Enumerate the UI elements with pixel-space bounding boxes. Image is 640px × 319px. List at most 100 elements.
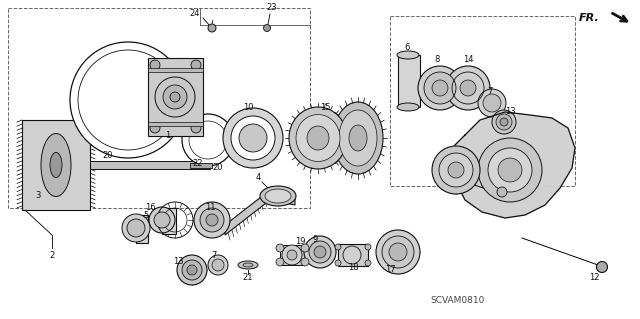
Text: 9: 9 bbox=[312, 235, 317, 244]
Circle shape bbox=[365, 244, 371, 250]
Circle shape bbox=[382, 236, 414, 268]
Text: 14: 14 bbox=[463, 56, 473, 64]
Text: 13: 13 bbox=[173, 256, 183, 265]
Ellipse shape bbox=[243, 263, 253, 267]
Text: 4: 4 bbox=[255, 174, 260, 182]
Circle shape bbox=[239, 124, 267, 152]
Text: 13: 13 bbox=[505, 108, 515, 116]
Bar bbox=[136, 215, 148, 243]
Circle shape bbox=[343, 246, 361, 264]
Ellipse shape bbox=[260, 186, 296, 206]
Circle shape bbox=[208, 255, 228, 275]
Circle shape bbox=[287, 250, 297, 260]
Bar bbox=[90, 161, 210, 169]
Text: SCVAM0810: SCVAM0810 bbox=[430, 296, 484, 305]
Circle shape bbox=[163, 85, 187, 109]
Polygon shape bbox=[225, 190, 295, 235]
Circle shape bbox=[264, 25, 271, 32]
Circle shape bbox=[191, 123, 201, 133]
Circle shape bbox=[448, 162, 464, 178]
Circle shape bbox=[149, 207, 175, 233]
Circle shape bbox=[460, 80, 476, 96]
Text: 15: 15 bbox=[320, 103, 330, 113]
Circle shape bbox=[596, 262, 607, 272]
Circle shape bbox=[206, 214, 218, 226]
Text: 7: 7 bbox=[211, 250, 217, 259]
Circle shape bbox=[127, 219, 145, 237]
Circle shape bbox=[231, 116, 275, 160]
Ellipse shape bbox=[349, 125, 367, 151]
Circle shape bbox=[418, 66, 462, 110]
Bar bbox=[390, 16, 575, 186]
Circle shape bbox=[208, 24, 216, 32]
Text: 8: 8 bbox=[435, 56, 440, 64]
Circle shape bbox=[276, 258, 284, 266]
Text: 2: 2 bbox=[49, 250, 54, 259]
Circle shape bbox=[122, 214, 150, 242]
Text: 3: 3 bbox=[35, 190, 41, 199]
Bar bbox=[338, 244, 368, 266]
Circle shape bbox=[335, 260, 341, 266]
Text: 20: 20 bbox=[103, 151, 113, 160]
Circle shape bbox=[150, 123, 160, 133]
Text: 24: 24 bbox=[189, 10, 200, 19]
Text: FR.: FR. bbox=[579, 13, 600, 23]
Text: 17: 17 bbox=[385, 265, 396, 275]
Ellipse shape bbox=[296, 115, 340, 161]
Circle shape bbox=[150, 60, 160, 70]
Circle shape bbox=[335, 244, 341, 250]
Circle shape bbox=[478, 138, 542, 202]
Ellipse shape bbox=[50, 152, 62, 178]
Ellipse shape bbox=[397, 51, 419, 59]
Text: 21: 21 bbox=[243, 272, 253, 281]
Text: 10: 10 bbox=[243, 103, 253, 113]
Circle shape bbox=[282, 245, 302, 265]
Bar bbox=[22, 120, 90, 210]
Circle shape bbox=[155, 77, 195, 117]
Circle shape bbox=[200, 208, 224, 232]
Ellipse shape bbox=[333, 102, 383, 174]
Circle shape bbox=[446, 66, 490, 110]
Circle shape bbox=[177, 255, 207, 285]
Circle shape bbox=[189, 121, 227, 159]
Text: 19: 19 bbox=[295, 238, 305, 247]
Ellipse shape bbox=[289, 107, 347, 169]
Text: 12: 12 bbox=[589, 272, 599, 281]
Circle shape bbox=[301, 244, 309, 252]
Circle shape bbox=[424, 72, 456, 104]
Circle shape bbox=[223, 108, 283, 168]
Ellipse shape bbox=[265, 189, 291, 203]
Text: 1: 1 bbox=[165, 130, 171, 139]
Circle shape bbox=[498, 158, 522, 182]
Circle shape bbox=[70, 42, 186, 158]
Bar bbox=[190, 162, 212, 167]
Circle shape bbox=[309, 241, 331, 263]
Circle shape bbox=[182, 260, 202, 280]
Ellipse shape bbox=[41, 133, 71, 197]
Circle shape bbox=[496, 114, 512, 130]
Text: 23: 23 bbox=[267, 4, 277, 12]
Bar bbox=[280, 245, 305, 265]
Circle shape bbox=[500, 118, 508, 126]
Circle shape bbox=[78, 50, 178, 150]
Circle shape bbox=[376, 230, 420, 274]
Bar bbox=[148, 122, 203, 126]
Circle shape bbox=[182, 114, 234, 166]
Circle shape bbox=[365, 260, 371, 266]
Circle shape bbox=[497, 187, 507, 197]
Circle shape bbox=[432, 146, 480, 194]
Circle shape bbox=[212, 259, 224, 271]
Bar bbox=[148, 58, 203, 136]
Circle shape bbox=[314, 246, 326, 258]
Ellipse shape bbox=[397, 103, 419, 111]
Text: 16: 16 bbox=[145, 204, 156, 212]
Circle shape bbox=[194, 202, 230, 238]
Text: 11: 11 bbox=[205, 203, 215, 211]
Ellipse shape bbox=[307, 126, 329, 150]
Circle shape bbox=[276, 244, 284, 252]
Circle shape bbox=[301, 258, 309, 266]
Circle shape bbox=[187, 265, 197, 275]
Text: 5: 5 bbox=[143, 211, 148, 219]
Circle shape bbox=[389, 243, 407, 261]
Circle shape bbox=[170, 92, 180, 102]
